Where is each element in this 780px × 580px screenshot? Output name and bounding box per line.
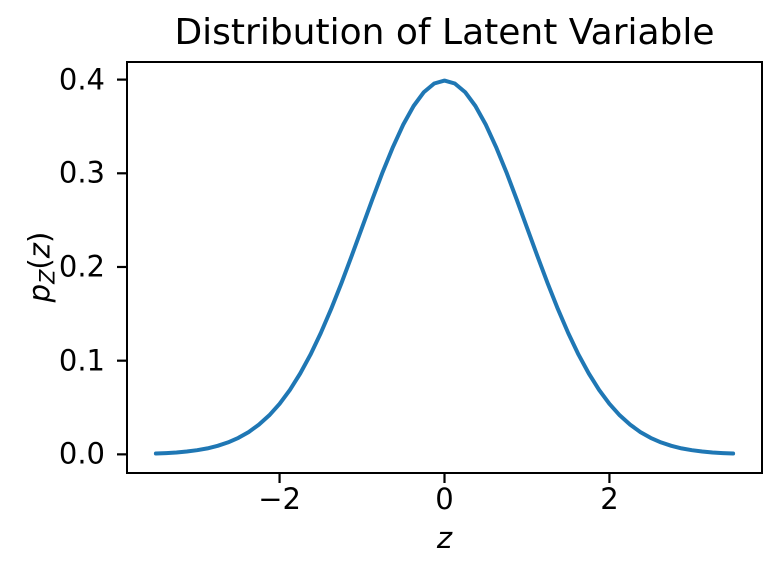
y-tick-label: 0.0 <box>58 436 105 471</box>
y-tick-label: 0.4 <box>58 62 105 97</box>
x-axis-label: z <box>436 521 453 555</box>
chart-title: Distribution of Latent Variable <box>174 12 715 53</box>
y-tick-label: 0.1 <box>58 343 105 378</box>
x-tick-label: −2 <box>258 482 301 516</box>
y-tick-label: 0.2 <box>58 249 105 284</box>
axes-frame <box>126 61 763 474</box>
x-tick-label: 0 <box>435 482 454 516</box>
x-tick-label: 2 <box>600 482 619 516</box>
y-tick-label: 0.3 <box>58 155 105 190</box>
distribution-curve <box>153 78 736 456</box>
